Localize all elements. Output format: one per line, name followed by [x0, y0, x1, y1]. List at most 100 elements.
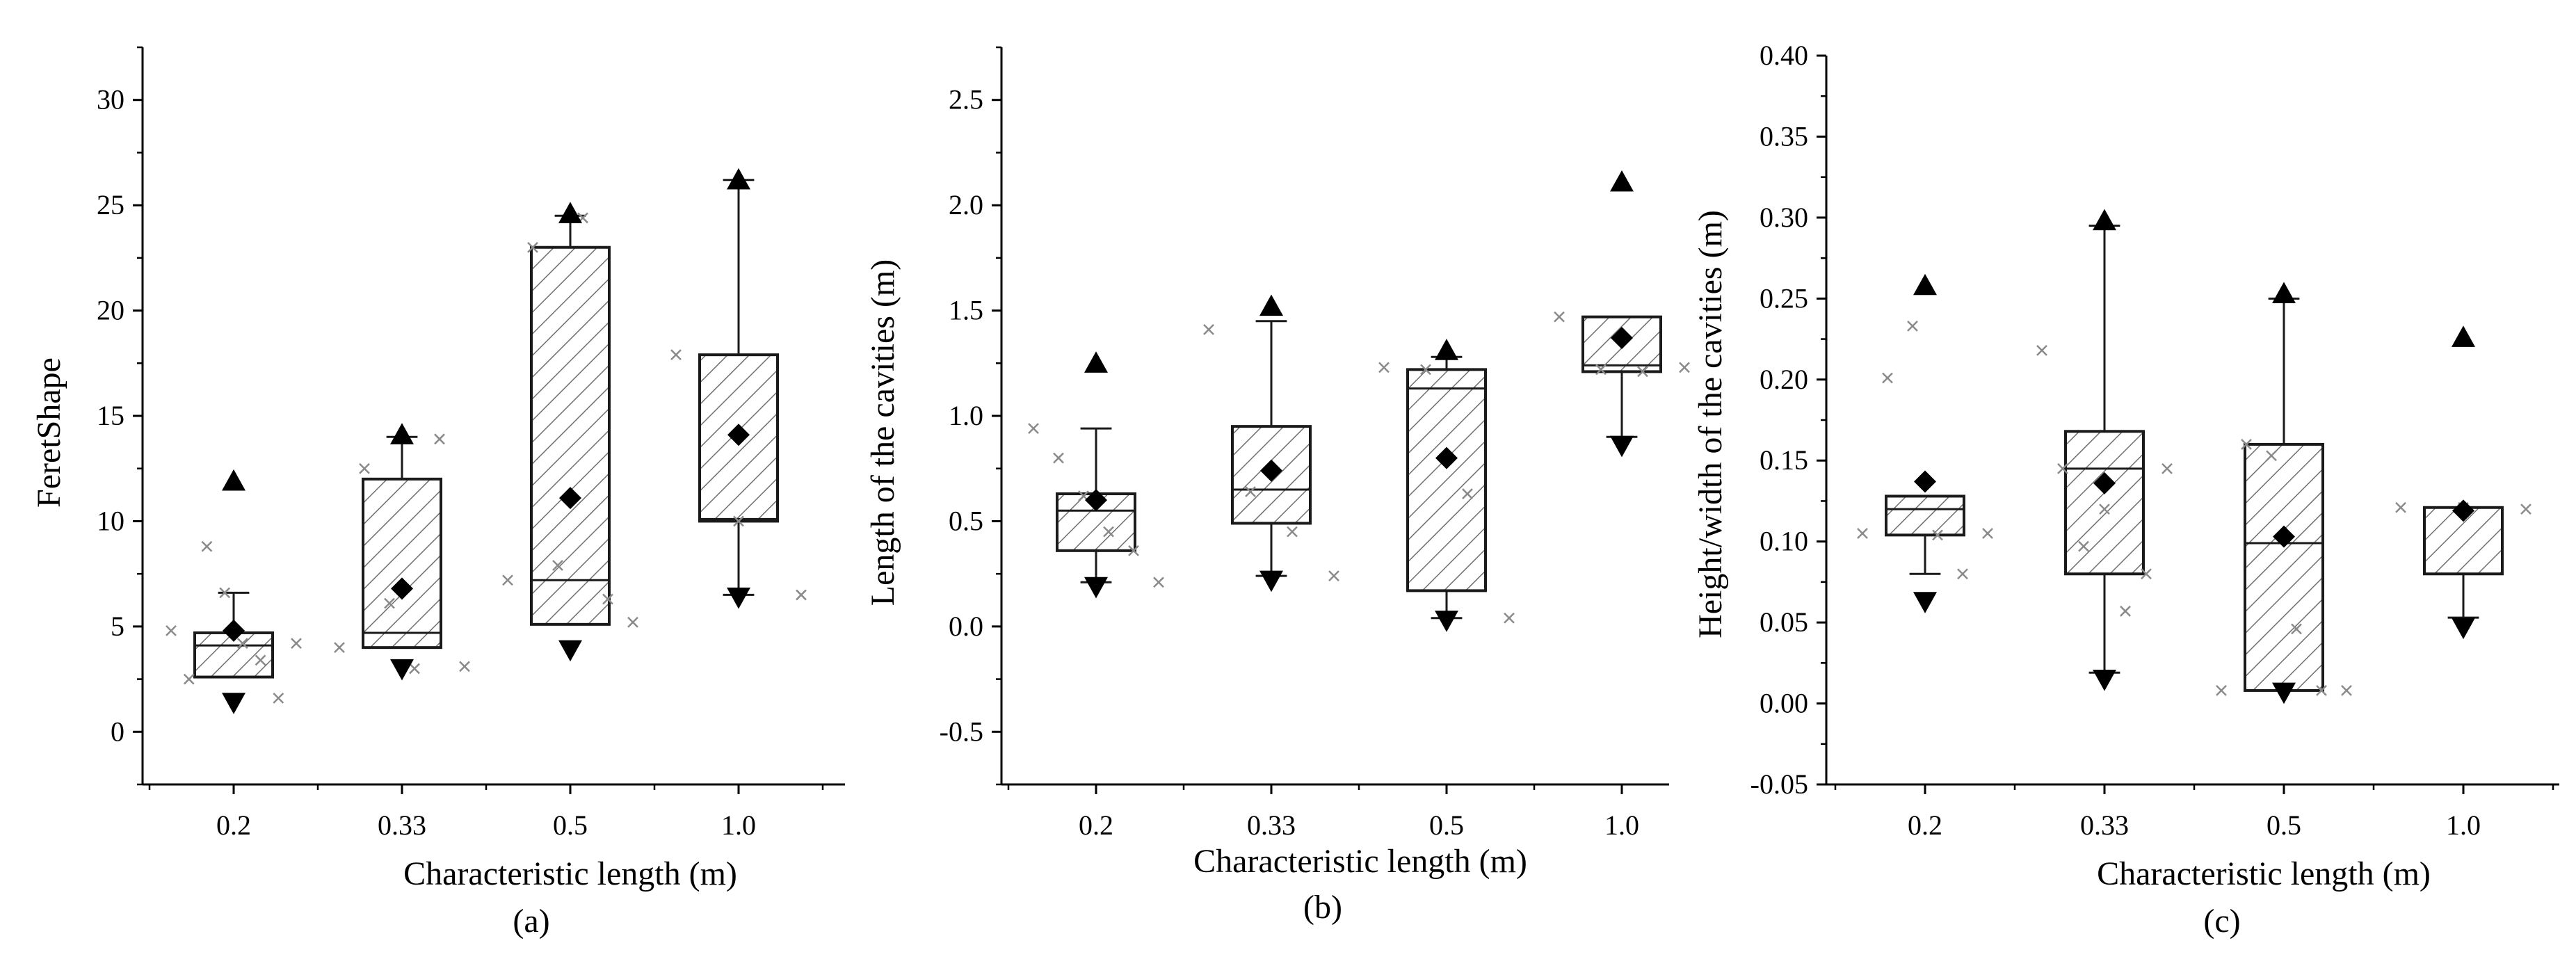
- box-iqr: [698, 353, 779, 523]
- data-point: [1287, 526, 1298, 538]
- data-point: [236, 638, 248, 649]
- data-point: [2291, 623, 2302, 635]
- y-tick-label: 2.5: [949, 84, 983, 115]
- data-point: [219, 587, 231, 599]
- y-tick-label: 10: [97, 505, 124, 536]
- data-point: [2241, 439, 2252, 450]
- panel-b-tag: (b): [1303, 889, 1342, 926]
- data-point-stroke: [670, 349, 682, 361]
- x-tick-label: 0.2: [216, 809, 251, 841]
- y-tick-label: 0.15: [1760, 444, 1808, 476]
- data-point: [1103, 526, 1114, 538]
- y-tick-label: 0.5: [949, 505, 983, 536]
- data-point-stroke: [502, 574, 513, 586]
- data-point: [1028, 423, 1039, 435]
- panel-b-ylabel: Length of the cavities (m): [864, 259, 901, 606]
- data-point-stroke: [1504, 612, 1515, 624]
- box-iqr: [2064, 430, 2145, 576]
- data-point-stroke: [1128, 545, 1139, 556]
- y-tick-label: 0.25: [1760, 282, 1808, 314]
- data-point-stroke: [291, 638, 302, 649]
- data-point: [527, 241, 538, 253]
- y-tick-label: -0.5: [940, 716, 983, 747]
- data-point-stroke: [2162, 462, 2173, 474]
- x-tick-label: 0.5: [2267, 809, 2301, 841]
- data-point-stroke: [219, 587, 231, 599]
- mean-marker: [727, 424, 750, 446]
- data-point-stroke: [796, 589, 807, 601]
- data-point-stroke: [2216, 685, 2227, 696]
- data-point: [1637, 366, 1648, 378]
- data-point-stroke: [2099, 503, 2110, 515]
- y-tick-label: 0.40: [1760, 40, 1808, 71]
- mean-marker: [2452, 499, 2474, 522]
- data-point-stroke: [602, 593, 613, 605]
- y-tick-label: 0: [111, 716, 124, 747]
- data-point-stroke: [1420, 364, 1431, 376]
- box-iqr: [1885, 494, 1965, 537]
- box-iqr: [2244, 442, 2324, 692]
- data-point-stroke: [1554, 311, 1565, 323]
- panel-a-ylabel: FeretShape: [31, 357, 67, 508]
- data-point: [2216, 685, 2227, 696]
- data-point-stroke: [2078, 540, 2089, 552]
- y-tick-label: 30: [97, 84, 124, 115]
- data-point-stroke: [334, 642, 345, 654]
- data-point: [1554, 311, 1565, 323]
- mean-marker: [1085, 489, 1107, 512]
- data-point: [409, 663, 420, 675]
- box-group-0.33: [2036, 209, 2173, 691]
- data-point: [1907, 321, 1918, 332]
- data-point-stroke: [1637, 366, 1648, 378]
- max-marker: [1435, 339, 1458, 360]
- x-tick-label: 0.2: [1908, 809, 1942, 841]
- data-point: [502, 574, 513, 586]
- mean-marker: [391, 577, 413, 600]
- data-point: [1857, 528, 1868, 539]
- panel-c-ylabel: Height/width of the cavities (m): [1692, 210, 1729, 638]
- y-tick-label: 2.0: [949, 189, 983, 220]
- x-tick-label: 0.33: [2080, 809, 2129, 841]
- data-point-stroke: [2316, 685, 2327, 696]
- data-point-stroke: [1053, 452, 1064, 464]
- box-group-0.5: [1378, 339, 1515, 632]
- min-marker: [558, 640, 582, 662]
- data-point-stroke: [1932, 529, 1943, 541]
- data-point: [796, 589, 807, 601]
- data-point-stroke: [627, 616, 638, 628]
- data-point-stroke: [1857, 528, 1868, 539]
- x-tick-label: 0.5: [553, 809, 588, 841]
- x-tick-label: 0.33: [1247, 809, 1296, 841]
- data-point-stroke: [1153, 577, 1164, 588]
- data-point-stroke: [527, 241, 538, 253]
- max-marker: [1913, 273, 1937, 296]
- box-group-0.5: [502, 202, 638, 662]
- data-point-stroke: [1245, 486, 1256, 497]
- data-point-stroke: [409, 663, 420, 675]
- data-point: [255, 654, 266, 666]
- data-point: [1679, 362, 1690, 373]
- data-point-stroke: [2395, 501, 2406, 513]
- data-point: [2341, 685, 2352, 696]
- data-point-stroke: [1287, 526, 1298, 538]
- mean-marker: [2093, 472, 2116, 494]
- max-marker: [558, 202, 582, 223]
- min-marker: [1435, 611, 1458, 632]
- data-point-stroke: [1203, 323, 1214, 335]
- data-point: [1378, 362, 1390, 373]
- data-point: [1328, 570, 1339, 582]
- data-point-stroke: [1982, 528, 1993, 539]
- data-point: [1957, 568, 1968, 580]
- y-tick-label: -0.05: [1750, 768, 1808, 800]
- max-marker: [1259, 294, 1283, 316]
- data-point: [2162, 462, 2173, 474]
- data-point: [627, 616, 638, 628]
- box-group-0.33: [334, 423, 470, 681]
- data-point-stroke: [183, 673, 195, 685]
- data-point: [183, 673, 195, 685]
- data-point-stroke: [2057, 462, 2068, 474]
- data-point: [1053, 452, 1064, 464]
- data-point: [1595, 364, 1607, 376]
- data-point-stroke: [1028, 423, 1039, 435]
- data-point: [359, 462, 370, 474]
